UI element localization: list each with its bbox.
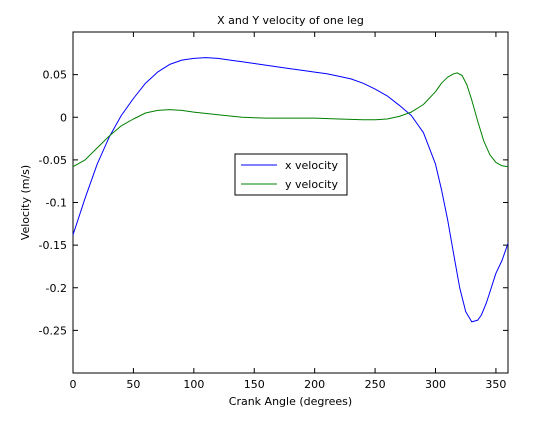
y-tick-label: -0.15: [39, 239, 67, 252]
legend-label-y-velocity: y velocity: [285, 178, 338, 191]
y-tick-label: 0: [60, 111, 67, 124]
y-tick-label: 0.05: [43, 69, 68, 82]
y-tick-label: -0.1: [46, 197, 67, 210]
legend-label-x-velocity: x velocity: [285, 159, 338, 172]
x-tick-label: 50: [126, 378, 140, 391]
x-axis-label: Crank Angle (degrees): [229, 395, 352, 408]
series-line-x-velocity: [72, 57, 509, 323]
x-tick-label: 350: [485, 378, 506, 391]
x-axis-ticks: 0 50 100 150 200 250 300 350: [70, 32, 506, 391]
series-lines: [72, 57, 509, 323]
x-tick-label: 150: [244, 378, 265, 391]
x-tick-label: 0: [70, 378, 77, 391]
y-axis-label: Velocity (m/s): [19, 165, 32, 240]
chart-title: X and Y velocity of one leg: [217, 14, 364, 27]
x-tick-label: 300: [425, 378, 446, 391]
legend-box: [234, 153, 348, 196]
y-axis-ticks: -0.25 -0.2 -0.15 -0.1 -0.05 0 0.05: [39, 69, 508, 337]
x-tick-label: 100: [183, 378, 204, 391]
y-tick-label: -0.25: [39, 324, 67, 337]
series-line-y-velocity: [72, 72, 509, 168]
x-tick-label: 200: [304, 378, 325, 391]
plot-area: [72, 31, 509, 374]
y-tick-label: -0.2: [46, 282, 67, 295]
y-tick-label: -0.05: [39, 154, 67, 167]
x-tick-label: 250: [365, 378, 386, 391]
legend: x velocity y velocity: [234, 153, 348, 196]
